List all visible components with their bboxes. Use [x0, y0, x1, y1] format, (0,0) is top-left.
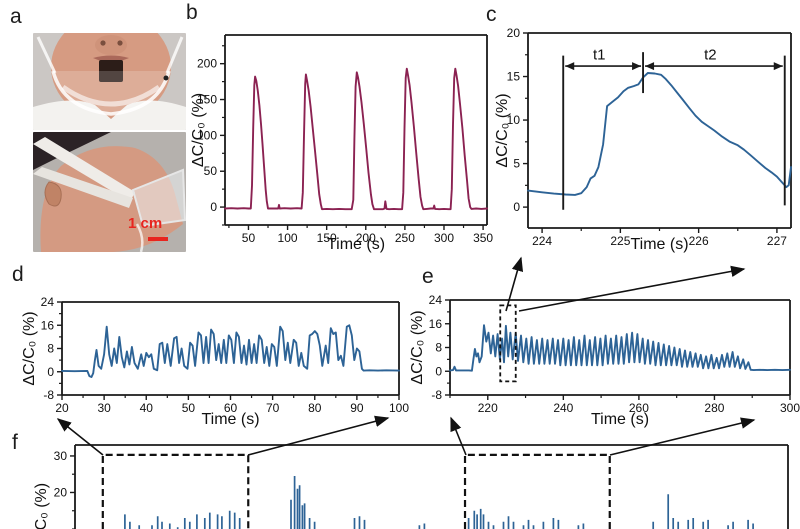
svg-text:20: 20: [507, 26, 521, 40]
svg-text:0: 0: [47, 365, 54, 379]
svg-text:20: 20: [55, 401, 69, 415]
svg-text:ΔC/C₀ (%): ΔC/C₀ (%): [190, 93, 207, 167]
svg-text:100: 100: [197, 128, 217, 142]
svg-text:Time (s): Time (s): [327, 236, 385, 253]
svg-text:t1: t1: [593, 47, 606, 64]
svg-text:100: 100: [278, 231, 298, 245]
svg-text:50: 50: [242, 231, 256, 245]
panel-label-e: e: [422, 265, 434, 288]
chart-panel-f-longterm: 20 30 ΔC/C₀ (%): [33, 444, 789, 529]
svg-text:8: 8: [47, 342, 54, 356]
photo-face-front-mask: [33, 33, 186, 130]
svg-text:-8: -8: [431, 388, 442, 402]
svg-text:20: 20: [54, 485, 68, 499]
svg-text:-8: -8: [43, 388, 54, 402]
svg-text:Time (s): Time (s): [630, 236, 688, 253]
svg-text:50: 50: [182, 401, 196, 415]
svg-text:70: 70: [266, 401, 280, 415]
photo-chin-side-illustration: [33, 132, 186, 252]
svg-text:ΔC/C₀ (%): ΔC/C₀ (%): [33, 483, 50, 529]
svg-text:60: 60: [224, 401, 238, 415]
svg-text:226: 226: [689, 234, 709, 248]
svg-text:0: 0: [435, 364, 442, 378]
svg-text:150: 150: [317, 231, 337, 245]
svg-text:24: 24: [429, 293, 443, 307]
chart-panel-e-slow-breathing: 220 240 260 280 300 -8 0 8 16 24 Time (s) ΔC/C₀ (%): [409, 293, 800, 428]
photo-face-front-illustration: [33, 33, 186, 130]
svg-text:50: 50: [204, 164, 218, 178]
svg-text:16: 16: [41, 318, 55, 332]
svg-text:200: 200: [197, 57, 217, 71]
svg-text:100: 100: [389, 401, 409, 415]
panel-label-a: a: [10, 5, 22, 28]
svg-text:t2: t2: [704, 47, 717, 64]
chart-panel-c-breath-zoom: 224 225 226 227 0 5 10 15 20 Time (s) ΔC/C₀ (%) t1 t…: [495, 26, 792, 253]
svg-text:80: 80: [308, 401, 322, 415]
panel-label-d: d: [12, 263, 24, 286]
svg-text:ΔC/C₀ (%): ΔC/C₀ (%): [21, 311, 38, 385]
svg-text:260: 260: [629, 401, 649, 415]
svg-text:Time (s): Time (s): [591, 411, 649, 428]
panel-label-b: b: [186, 1, 198, 24]
svg-text:40: 40: [140, 401, 154, 415]
svg-text:225: 225: [610, 234, 630, 248]
svg-text:240: 240: [553, 401, 573, 415]
scale-bar-label: 1 cm: [128, 215, 163, 232]
scale-bar: [148, 237, 168, 241]
svg-text:16: 16: [429, 317, 443, 331]
svg-text:90: 90: [350, 401, 364, 415]
svg-text:10: 10: [507, 113, 521, 127]
panel-label-c: c: [486, 3, 497, 26]
panel-label-f: f: [12, 431, 18, 454]
svg-text:0: 0: [210, 200, 217, 214]
svg-text:300: 300: [780, 401, 800, 415]
photo-chin-side-sensor: [33, 132, 186, 252]
svg-text:220: 220: [478, 401, 498, 415]
svg-text:300: 300: [434, 231, 454, 245]
svg-text:8: 8: [435, 341, 442, 355]
svg-text:0: 0: [513, 200, 520, 214]
svg-text:227: 227: [767, 234, 787, 248]
svg-text:280: 280: [704, 401, 724, 415]
svg-text:350: 350: [473, 231, 493, 245]
chart-panel-d-fast-breathing: 20 30 40 50 60 70 80 90 100 -8 0 8 16 24 Time (s) ΔC/C₀…: [21, 295, 409, 428]
svg-text:5: 5: [513, 157, 520, 171]
svg-text:30: 30: [97, 401, 111, 415]
svg-text:24: 24: [41, 295, 55, 309]
svg-text:15: 15: [507, 70, 521, 84]
svg-text:ΔC/C₀ (%): ΔC/C₀ (%): [409, 310, 426, 384]
svg-text:Time (s): Time (s): [201, 411, 259, 428]
svg-text:ΔC/C₀ (%): ΔC/C₀ (%): [495, 93, 511, 167]
svg-text:30: 30: [54, 449, 68, 463]
svg-text:250: 250: [395, 231, 415, 245]
svg-text:224: 224: [532, 234, 552, 248]
svg-text:200: 200: [356, 231, 376, 245]
svg-text:150: 150: [197, 93, 217, 107]
